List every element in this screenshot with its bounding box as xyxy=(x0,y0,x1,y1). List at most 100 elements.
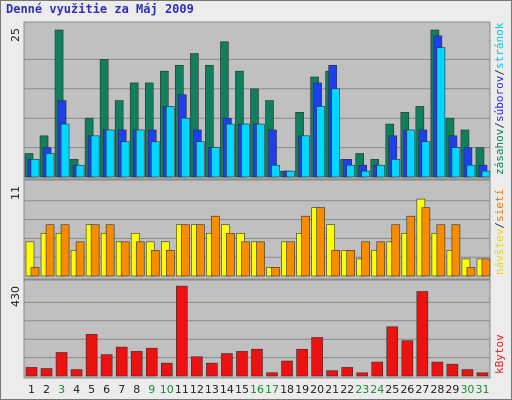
bar-pages xyxy=(451,147,461,178)
x-tick-label: 4 xyxy=(73,383,80,396)
bar-sites xyxy=(105,224,115,277)
bar-pages xyxy=(301,135,310,178)
x-tick-label: 22 xyxy=(340,383,354,396)
bar-sites xyxy=(165,250,175,277)
bar-sites xyxy=(376,241,386,277)
bar-sites xyxy=(30,267,40,277)
x-tick-label: 12 xyxy=(190,383,204,396)
bar-pages xyxy=(286,170,295,178)
bar-sites xyxy=(331,250,340,277)
bar-pages xyxy=(120,141,130,178)
bar-kbytes xyxy=(206,362,218,377)
bar-kbytes xyxy=(236,351,248,377)
bar-sites xyxy=(45,224,55,277)
bar-kbytes xyxy=(461,369,474,377)
panel-kbytes: 430 kBytov xyxy=(9,279,506,379)
bar-kbytes xyxy=(191,356,203,377)
bar-pages xyxy=(135,129,145,178)
bar-pages xyxy=(30,159,40,178)
bar-kbytes xyxy=(476,372,489,377)
panel-visits: 25 zásahov/súborov/stránok xyxy=(9,21,506,180)
x-tick-label: 28 xyxy=(430,383,444,396)
bar-kbytes xyxy=(296,348,308,377)
legend-visits: zásahov/súborov/stránok xyxy=(493,22,506,175)
legend-kbytes: kBytov xyxy=(493,334,506,374)
chart-title: Denné využitie za Máj 2009 xyxy=(6,2,194,16)
x-tick-label: 5 xyxy=(88,383,95,396)
bar-pages xyxy=(421,141,431,178)
x-tick-label: 21 xyxy=(325,383,339,396)
x-tick-label: 14 xyxy=(220,383,234,396)
bar-kbytes xyxy=(266,372,278,377)
bar-pages xyxy=(196,141,205,178)
bar-pages xyxy=(391,159,401,178)
bar-pages xyxy=(481,170,491,178)
bar-sites xyxy=(226,232,235,277)
x-tick-label: 24 xyxy=(370,383,384,396)
bar-pages xyxy=(316,106,325,178)
bar-pages xyxy=(45,153,55,178)
bar-kbytes xyxy=(311,337,323,377)
bar-sites xyxy=(150,250,160,277)
bar-kbytes xyxy=(25,367,38,377)
bar-sites xyxy=(346,250,355,277)
bar-pages xyxy=(211,147,220,178)
bar-kbytes xyxy=(446,363,459,377)
legend-entry: zásahov xyxy=(493,128,506,175)
bar-sites xyxy=(361,241,371,277)
legend-entry: sietí xyxy=(493,189,506,222)
bar-sites xyxy=(75,241,85,277)
bar-pages xyxy=(406,129,416,178)
bar-kbytes xyxy=(281,360,293,377)
x-tick-label: 16 xyxy=(250,383,264,396)
bar-sites xyxy=(90,224,100,277)
bar-pages xyxy=(165,106,175,178)
bar-sites xyxy=(196,224,205,277)
legend-entry: / xyxy=(493,122,506,129)
bar-sites xyxy=(60,224,70,277)
bar-pages xyxy=(331,88,340,178)
bar-kbytes xyxy=(176,285,188,377)
y-axis-max-label: 11 xyxy=(9,186,22,200)
legend-sites: návštev/sietí xyxy=(493,189,506,275)
panel-sites: 11 návštev/sietí xyxy=(9,179,506,280)
x-tick-label: 27 xyxy=(415,383,429,396)
y-axis-max-label: 25 xyxy=(9,28,22,42)
legend-entry: návštev xyxy=(493,228,506,275)
x-tick-label: 2 xyxy=(43,383,50,396)
x-tick-label: 20 xyxy=(310,383,324,396)
bar-kbytes xyxy=(251,348,263,377)
x-tick-label: 6 xyxy=(103,383,110,396)
bar-kbytes xyxy=(221,353,233,377)
x-tick-label: 17 xyxy=(265,383,279,396)
bar-sites xyxy=(211,215,220,277)
bar-kbytes xyxy=(160,362,173,377)
bar-kbytes xyxy=(100,354,113,377)
legend-entry: / xyxy=(493,69,506,76)
bar-sites xyxy=(181,224,190,277)
bar-pages xyxy=(90,135,100,178)
bar-pages xyxy=(271,164,280,178)
x-tick-label: 15 xyxy=(235,383,249,396)
bar-sites xyxy=(436,224,446,277)
bar-pages xyxy=(466,164,476,178)
bar-sites xyxy=(241,241,250,277)
bar-sites xyxy=(451,224,461,277)
bar-sites xyxy=(271,267,280,277)
bar-kbytes xyxy=(85,333,98,377)
bar-sites xyxy=(256,241,265,277)
bar-kbytes xyxy=(386,326,399,377)
bar-visits xyxy=(25,241,35,277)
bar-kbytes xyxy=(55,352,68,377)
bar-kbytes xyxy=(356,372,369,377)
bar-pages xyxy=(436,47,446,178)
x-tick-label: 31 xyxy=(475,383,489,396)
bar-pages xyxy=(75,164,85,178)
legend-entry: súborov xyxy=(493,75,506,122)
x-tick-label: 13 xyxy=(205,383,219,396)
y-axis-max-label: 430 xyxy=(9,286,22,307)
x-tick-label: 1 xyxy=(28,383,35,396)
bar-sites xyxy=(391,224,401,277)
x-tick-label: 25 xyxy=(385,383,399,396)
